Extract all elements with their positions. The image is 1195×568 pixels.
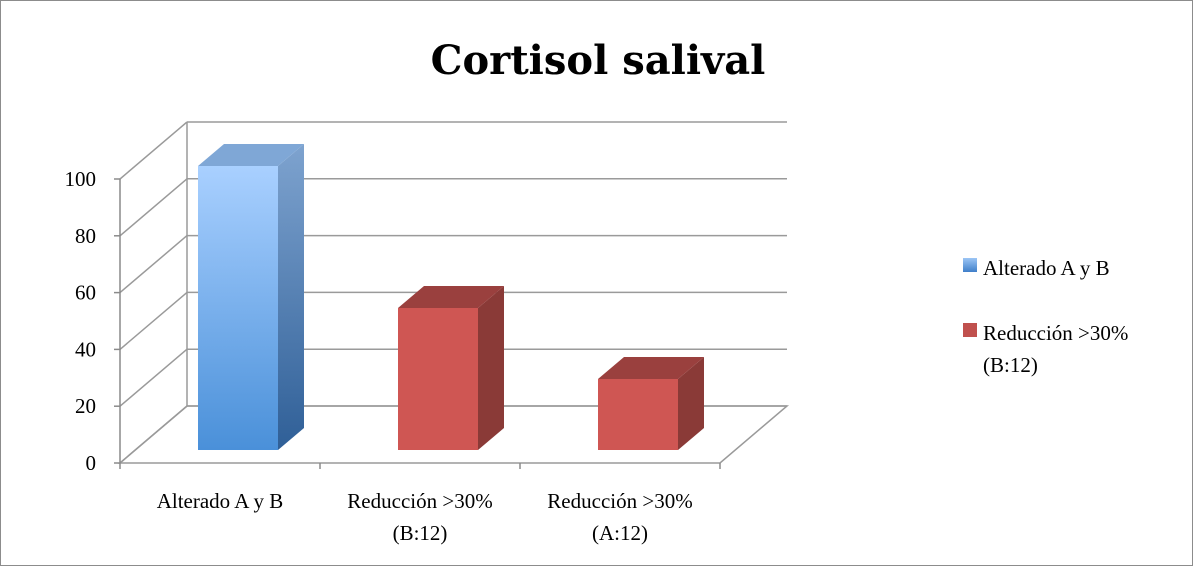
bar-front: [398, 308, 478, 450]
bars: [198, 144, 704, 450]
bar: [598, 357, 704, 450]
gridline-side: [119, 235, 188, 294]
y-tick-label: 80: [75, 224, 96, 248]
category-label: (B:12): [393, 521, 448, 545]
chart-title: Cortisol salival: [431, 37, 766, 84]
legend-swatch: [963, 323, 977, 337]
legend-label: Alterado A y B: [983, 256, 1110, 280]
gridline-side: [119, 121, 188, 180]
legend: Alterado A y B Reducción >30% (B:12): [963, 256, 1128, 377]
bar: [198, 144, 304, 450]
bar-top: [198, 144, 304, 166]
gridline-side: [119, 348, 188, 407]
bar-side: [278, 144, 304, 450]
legend-item: Alterado A y B: [963, 256, 1110, 280]
category-labels: Alterado A y B Reducción >30% (B:12) Reducc…: [157, 489, 693, 545]
y-tick-label: 40: [75, 337, 96, 361]
y-tick-label: 0: [86, 451, 97, 475]
bar: [398, 286, 504, 450]
legend-label: Reducción >30%: [983, 321, 1128, 345]
bar-front: [598, 379, 678, 450]
category-label: Reducción >30%: [547, 489, 692, 513]
y-tick-labels: 0 20 40 60 80 100: [65, 167, 97, 475]
legend-swatch: [963, 258, 977, 272]
value-axis: [114, 178, 721, 469]
bar-top: [398, 286, 504, 308]
legend-label: (B:12): [983, 353, 1038, 377]
gridline-side: [119, 178, 188, 237]
y-tick-label: 20: [75, 394, 96, 418]
gridline-side: [119, 405, 188, 464]
category-label: Alterado A y B: [157, 489, 284, 513]
category-label: Reducción >30%: [347, 489, 492, 513]
legend-item: Reducción >30% (B:12): [963, 321, 1128, 377]
bar-top: [598, 357, 704, 379]
gridline-side: [119, 291, 188, 350]
category-label: (A:12): [592, 521, 648, 545]
y-tick-label: 60: [75, 281, 96, 305]
bar-side: [478, 286, 504, 450]
y-tick-label: 100: [65, 167, 97, 191]
bar-front: [198, 166, 278, 450]
bar-side: [678, 357, 704, 450]
